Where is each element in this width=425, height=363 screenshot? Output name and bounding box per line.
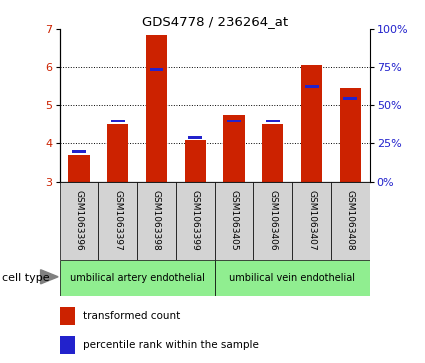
Bar [262,124,283,182]
Bar [107,124,128,182]
Bar [60,337,75,354]
Text: umbilical artery endothelial: umbilical artery endothelial [70,273,204,283]
Bar [137,182,176,260]
Bar [60,307,75,325]
Text: transformed count: transformed count [83,311,181,321]
Bar [340,88,361,182]
Bar [224,115,245,182]
Text: GSM1063407: GSM1063407 [307,190,316,251]
Bar [98,182,137,260]
Text: umbilical vein endothelial: umbilical vein endothelial [229,273,355,283]
Bar [60,182,98,260]
Bar [331,182,370,260]
Text: GSM1063405: GSM1063405 [230,190,238,251]
Bar [266,120,280,122]
Bar [305,85,318,88]
Text: percentile rank within the sample: percentile rank within the sample [83,340,259,350]
Bar [111,120,125,122]
Text: GSM1063396: GSM1063396 [74,190,83,251]
Title: GDS4778 / 236264_at: GDS4778 / 236264_at [142,15,288,28]
Bar [227,120,241,122]
Bar [343,97,357,99]
Bar [215,260,370,296]
Bar [253,182,292,260]
Bar [60,260,215,296]
Bar [68,155,90,182]
Bar [184,140,206,182]
Text: GSM1063406: GSM1063406 [268,190,277,251]
Bar [150,68,163,71]
Text: GSM1063399: GSM1063399 [191,190,200,251]
Bar [72,150,86,153]
Bar [176,182,215,260]
Bar [188,136,202,139]
Text: GSM1063398: GSM1063398 [152,190,161,251]
Text: GSM1063408: GSM1063408 [346,190,355,251]
Text: GSM1063397: GSM1063397 [113,190,122,251]
Text: cell type: cell type [2,273,50,283]
Bar [292,182,331,260]
Bar [215,182,253,260]
Polygon shape [40,270,58,284]
Bar [146,35,167,182]
Bar [301,65,322,182]
